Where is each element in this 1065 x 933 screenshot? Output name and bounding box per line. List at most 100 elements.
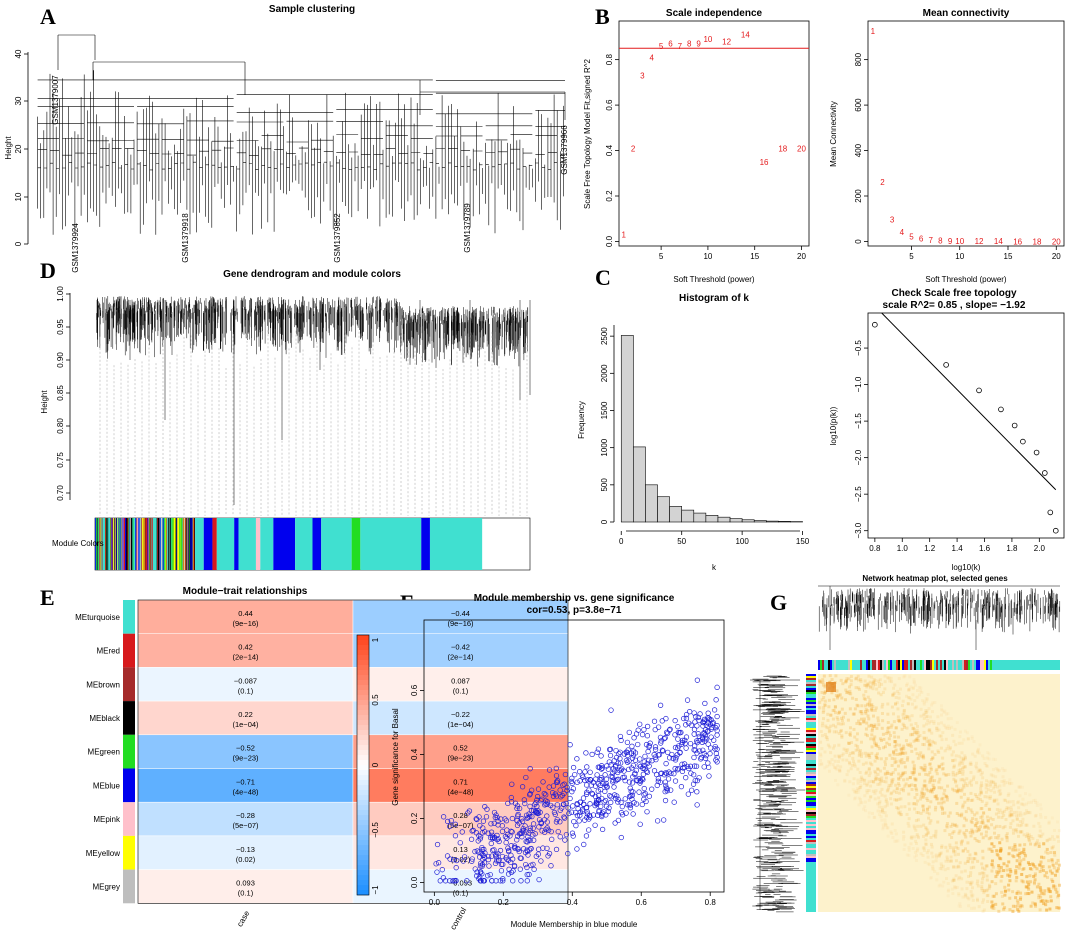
panel-g-heatmap-cell xyxy=(957,763,961,767)
panel-g-heatmap-cell xyxy=(928,729,932,733)
panel-g-heatmap-cell xyxy=(1024,853,1028,857)
panel-g-heatmap-cell xyxy=(847,760,851,764)
panel-g-heatmap-cell xyxy=(903,784,907,788)
panel-g-left-color-cell xyxy=(806,860,816,862)
panel-g-heatmap-cell xyxy=(896,715,900,719)
panel-g-heatmap-cell xyxy=(858,786,862,790)
panel-g-heatmap-cell xyxy=(933,869,937,873)
panel-g-heatmap-cell xyxy=(894,791,898,795)
panel-g-heatmap-cell xyxy=(954,874,958,878)
panel-g-heatmap-cell xyxy=(1035,801,1039,805)
panel-a-leaf-label-6: GSM1379966 xyxy=(560,125,569,175)
panel-d-module-color-stripe xyxy=(118,518,120,570)
panel-g-top-color-cell xyxy=(870,660,872,670)
panel-g-heatmap-cell xyxy=(872,815,876,819)
panel-g-left-color-cell xyxy=(806,706,816,708)
panel-g-heatmap-cell xyxy=(844,679,848,683)
panel-g-heatmap-cell xyxy=(893,839,897,843)
panel-g-heatmap-cell xyxy=(851,751,855,755)
panel-g-heatmap-cell xyxy=(1035,803,1039,807)
panel-g-title: Network heatmap plot, selected genes xyxy=(862,574,1008,583)
panel-g-top-color-cell xyxy=(950,660,952,670)
panel-f-point xyxy=(507,833,513,839)
panel-g-heatmap-cell xyxy=(948,846,952,850)
panel-g-heatmap-cell xyxy=(847,741,851,745)
panel-b1-xticks: 5 10 15 20 xyxy=(659,246,807,261)
panel-g-heatmap-cell xyxy=(985,825,989,829)
panel-g-heatmap-cell xyxy=(884,799,888,803)
panel-g-top-color-cell xyxy=(1034,660,1036,670)
panel-f-point xyxy=(699,739,705,746)
panel-g-heatmap-cell xyxy=(837,731,841,735)
panel-g-heatmap-cell xyxy=(987,886,991,890)
panel-d-module-color-stripe xyxy=(101,518,103,570)
panel-g-heatmap-cell xyxy=(905,777,909,781)
panel-b2-yticks: 0 200 400 600 800 xyxy=(854,52,868,244)
panel-d-dendrogram xyxy=(96,296,531,516)
panel-f-point xyxy=(661,817,667,823)
panel-g-heatmap-cell xyxy=(1014,879,1018,883)
panel-b1-point-10: 10 xyxy=(703,35,712,44)
panel-f-point xyxy=(695,731,701,737)
panel-g-heatmap-cell xyxy=(922,846,926,850)
panel-g-heatmap-cell xyxy=(1001,902,1005,906)
panel-f-point xyxy=(664,786,670,792)
panel-f-point xyxy=(444,818,451,825)
panel-g-heatmap-cell xyxy=(924,827,928,831)
panel-g-heatmap-cell xyxy=(951,770,955,774)
panel-g-heatmap-cell xyxy=(914,778,918,782)
panel-g-heatmap-cell xyxy=(831,723,835,727)
panel-g-heatmap-cell xyxy=(894,760,898,764)
panel-f-point xyxy=(530,821,537,827)
panel-f-point xyxy=(479,871,485,877)
panel-g-heatmap-cell xyxy=(854,789,858,793)
panel-g-heatmap-cell xyxy=(838,768,842,772)
panel-f-point xyxy=(505,800,511,807)
panel-b2-ylabel: Mean Connectivity xyxy=(829,101,838,167)
panel-g-top-color-cell xyxy=(916,660,918,670)
panel-g-left-color-cell xyxy=(806,740,816,742)
panel-b1-yticks: 0.0 0.2 0.4 0.6 0.8 xyxy=(605,54,619,247)
panel-e-legend-tick-m1: −1 xyxy=(371,885,380,895)
panel-f-point xyxy=(668,787,674,793)
panel-g-heatmap-cell xyxy=(915,810,919,814)
panel-g-heatmap-cell xyxy=(901,716,905,720)
panel-g-heatmap-cell xyxy=(910,714,914,718)
panel-g-heatmap-cell xyxy=(833,766,837,770)
panel-g-top-color-cell xyxy=(944,660,946,670)
panel-d-ytick-label-080: 0.80 xyxy=(56,418,65,434)
panel-g-heatmap-cell xyxy=(998,841,1002,845)
panel-g-top-color-cell xyxy=(984,660,986,670)
panel-g-heatmap-cell xyxy=(893,740,897,744)
panel-g-left-color-cell xyxy=(806,750,816,752)
panel-f-point xyxy=(580,795,587,801)
panel-g-heatmap-cell xyxy=(937,801,941,805)
panel-e-cell-MEgrey-control xyxy=(352,869,569,904)
panel-g-heatmap-cell xyxy=(1053,885,1057,889)
panel-f-point xyxy=(705,760,711,766)
panel-g-heatmap-cell xyxy=(1016,823,1020,827)
panel-f-point xyxy=(599,765,605,771)
panel-g-heatmap-cell xyxy=(1008,879,1012,883)
panel-f-point xyxy=(508,869,515,876)
panel-g-heatmap-cell xyxy=(848,762,852,766)
panel-f-point xyxy=(532,831,538,837)
panel-g-heatmap-cell xyxy=(926,718,930,722)
panel-f-point xyxy=(529,787,535,793)
panel-f-point xyxy=(615,799,621,805)
panel-f-point xyxy=(605,766,611,772)
panel-f-point xyxy=(626,779,633,785)
panel-g-heatmap-cell xyxy=(998,856,1002,860)
panel-f-point xyxy=(464,878,470,884)
panel-f-point xyxy=(476,832,482,839)
panel-f-point xyxy=(672,718,678,724)
panel-g-heatmap-cell xyxy=(840,696,844,700)
panel-g-heatmap-cell xyxy=(990,823,994,827)
panel-f-point xyxy=(612,820,618,826)
panel-g-heatmap-cell xyxy=(931,860,935,864)
panel-d-module-color-stripe xyxy=(192,518,194,570)
panel-g-heatmap-cell xyxy=(885,803,889,807)
panel-g-top-color-cell xyxy=(830,660,832,670)
panel-f-point xyxy=(658,771,664,777)
